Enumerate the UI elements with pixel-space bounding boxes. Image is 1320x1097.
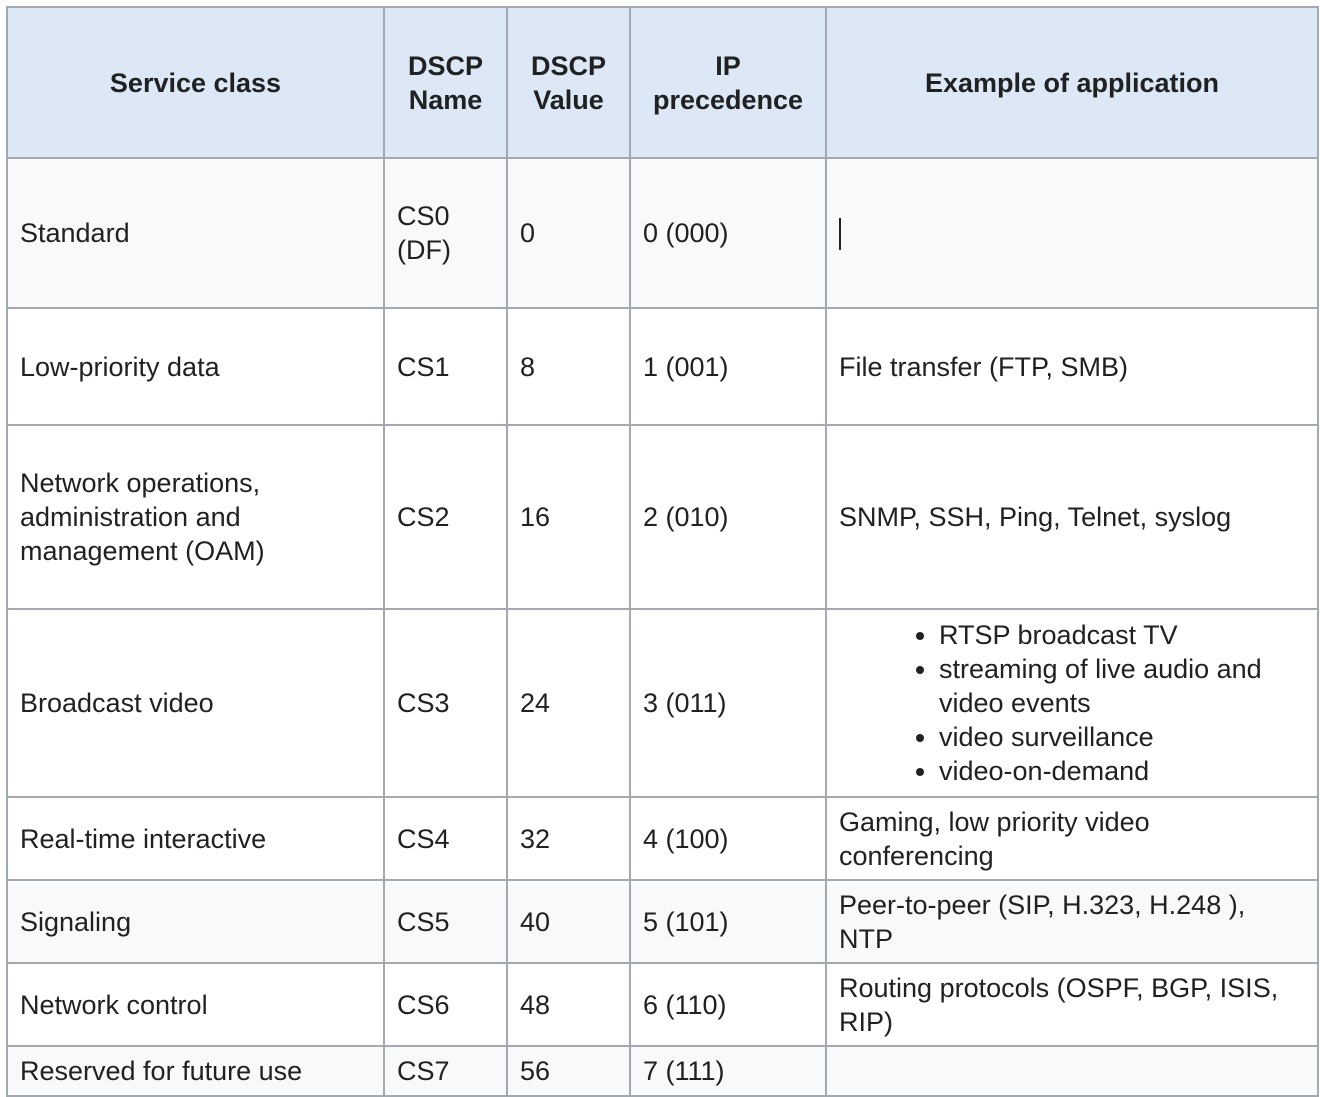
header-example: Example of application (825, 6, 1319, 159)
table-row: Standard CS0 (DF) 0 0 (000) (6, 157, 1319, 309)
dscp-service-class-table: Service class DSCP Name DSCP Value IP pr… (6, 6, 1319, 1097)
cell-ip-precedence: 4 (100) (629, 796, 827, 881)
table-row: Reserved for future use CS7 56 7 (111) (6, 1045, 1319, 1097)
cell-example: Gaming, low priority video conferencing (825, 796, 1319, 881)
table-row: Low-priority data CS1 8 1 (001) File tra… (6, 307, 1319, 426)
cell-dscp-value: 40 (506, 879, 631, 964)
cell-ip-precedence: 7 (111) (629, 1045, 827, 1097)
table-row: Network operations, administration and m… (6, 424, 1319, 610)
text-cursor (839, 218, 841, 251)
cell-dscp-name: CS2 (383, 424, 508, 610)
header-dscp-value: DSCP Value (506, 6, 631, 159)
cell-example: Routing protocols (OSPF, BGP, ISIS, RIP) (825, 962, 1319, 1047)
table-row: Signaling CS5 40 5 (101) Peer-to-peer (S… (6, 879, 1319, 964)
cell-example: File transfer (FTP, SMB) (825, 307, 1319, 426)
list-item: streaming of live audio and video events (939, 652, 1305, 720)
cell-dscp-name: CS5 (383, 879, 508, 964)
cell-example: Peer-to-peer (SIP, H.323, H.248 ), NTP (825, 879, 1319, 964)
cell-dscp-name: CS7 (383, 1045, 508, 1097)
cell-dscp-name: CS6 (383, 962, 508, 1047)
table-row: Network control CS6 48 6 (110) Routing p… (6, 962, 1319, 1047)
header-service-class: Service class (6, 6, 385, 159)
list-item: video surveillance (939, 720, 1305, 754)
cell-service-class: Network control (6, 962, 385, 1047)
cell-service-class: Real-time interactive (6, 796, 385, 881)
cell-service-class: Network operations, administration and m… (6, 424, 385, 610)
header-ip-precedence: IP precedence (629, 6, 827, 159)
cell-ip-precedence: 5 (101) (629, 879, 827, 964)
list-item: RTSP broadcast TV (939, 618, 1305, 652)
cell-example-editable[interactable] (825, 157, 1319, 309)
cell-service-class: Signaling (6, 879, 385, 964)
cell-ip-precedence: 3 (011) (629, 608, 827, 798)
cell-dscp-name: CS1 (383, 307, 508, 426)
cell-example (825, 1045, 1319, 1097)
cell-ip-precedence: 2 (010) (629, 424, 827, 610)
cell-dscp-value: 16 (506, 424, 631, 610)
cell-dscp-name: CS3 (383, 608, 508, 798)
cell-dscp-value: 0 (506, 157, 631, 309)
cell-ip-precedence: 0 (000) (629, 157, 827, 309)
cell-service-class: Broadcast video (6, 608, 385, 798)
cell-dscp-value: 48 (506, 962, 631, 1047)
cell-example: SNMP, SSH, Ping, Telnet, syslog (825, 424, 1319, 610)
cell-example-list: RTSP broadcast TV streaming of live audi… (825, 608, 1319, 798)
cell-dscp-value: 32 (506, 796, 631, 881)
cell-dscp-name: CS0 (DF) (383, 157, 508, 309)
cell-dscp-value: 8 (506, 307, 631, 426)
cell-service-class: Reserved for future use (6, 1045, 385, 1097)
cell-service-class: Standard (6, 157, 385, 309)
cell-service-class: Low-priority data (6, 307, 385, 426)
header-dscp-name: DSCP Name (383, 6, 508, 159)
cell-dscp-value: 56 (506, 1045, 631, 1097)
table-row: Broadcast video CS3 24 3 (011) RTSP broa… (6, 608, 1319, 798)
application-list: RTSP broadcast TV streaming of live audi… (839, 618, 1305, 788)
table-row: Real-time interactive CS4 32 4 (100) Gam… (6, 796, 1319, 881)
table-header-row: Service class DSCP Name DSCP Value IP pr… (6, 6, 1319, 159)
cell-ip-precedence: 6 (110) (629, 962, 827, 1047)
list-item: video-on-demand (939, 754, 1305, 788)
cell-dscp-value: 24 (506, 608, 631, 798)
cell-ip-precedence: 1 (001) (629, 307, 827, 426)
cell-dscp-name: CS4 (383, 796, 508, 881)
